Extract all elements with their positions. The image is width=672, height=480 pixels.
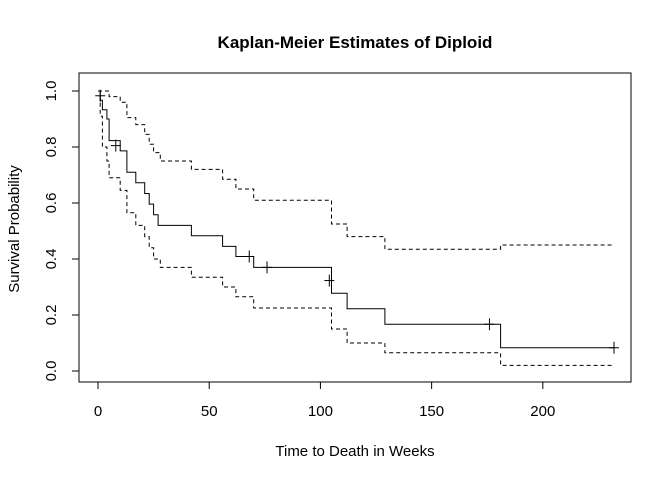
y-tick-label: 0.4: [43, 249, 60, 270]
censor-mark: [95, 89, 106, 102]
y-tick-label: 0.6: [43, 193, 60, 214]
upper-confidence-line: [98, 90, 614, 250]
censor-mark: [244, 250, 255, 263]
x-tick-label: 200: [530, 403, 555, 420]
plot-area: [95, 89, 619, 366]
censor-mark: [484, 318, 495, 331]
y-tick-label: 0.0: [43, 361, 60, 382]
censor-mark: [324, 274, 335, 287]
x-tick-label: 0: [94, 403, 102, 420]
x-axis: 0 50 100 150 200: [94, 381, 555, 420]
plot-frame: [78, 72, 632, 383]
y-tick-label: 1.0: [43, 81, 60, 102]
chart-title: Kaplan-Meier Estimates of Diploid: [218, 33, 493, 52]
y-axis: 0.0 0.2 0.4 0.6 0.8 1.0: [43, 81, 80, 382]
lower-confidence-line: [98, 90, 614, 366]
y-tick-label: 0.8: [43, 137, 60, 158]
y-tick-label: 0.2: [43, 305, 60, 326]
censor-mark: [262, 261, 273, 274]
x-tick-label: 150: [419, 403, 444, 420]
y-axis-label: Survival Probability: [6, 165, 23, 293]
survival-estimate-line: [98, 90, 614, 349]
censor-mark: [609, 341, 619, 354]
censor-mark: [110, 139, 121, 152]
x-axis-label: Time to Death in Weeks: [275, 443, 434, 460]
x-tick-label: 100: [308, 403, 333, 420]
x-tick-label: 50: [201, 403, 218, 420]
